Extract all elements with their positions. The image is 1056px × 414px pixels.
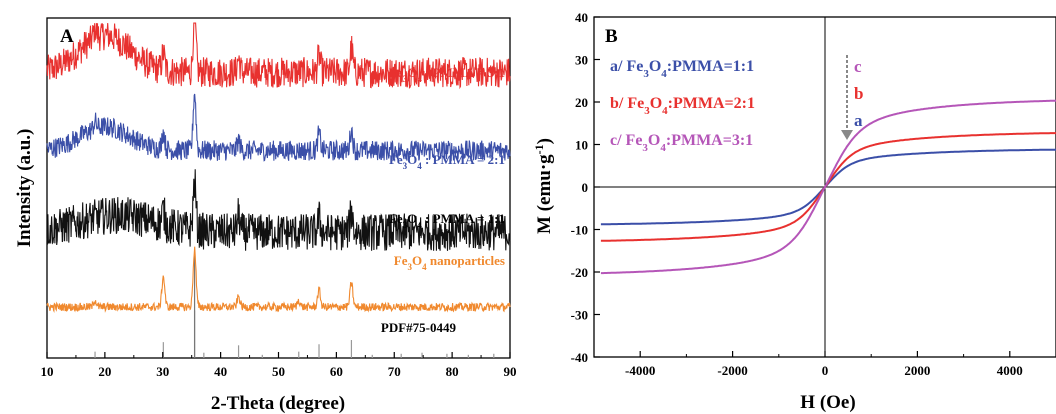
y-tick-label: 10 (575, 138, 588, 153)
x-tick-label: -2000 (717, 363, 747, 378)
reference-label: PDF#75-0449 (381, 320, 457, 335)
x-tick-label: 50 (272, 364, 285, 379)
trend-arrow: cba (841, 55, 863, 140)
panel-b-y-ticks: -40 -30 -20 -10 0 10 20 30 40 (571, 10, 600, 365)
curve-letter-b: b (854, 84, 863, 103)
panel-a-x-ticks: 10 20 30 40 50 60 70 80 90 (41, 352, 517, 379)
x-tick-label: 90 (504, 364, 517, 379)
x-tick-label: 30 (156, 364, 169, 379)
reference-pattern (94, 256, 495, 358)
x-tick-label: 10 (41, 364, 54, 379)
x-tick-label: -4000 (625, 363, 655, 378)
xrd-curves (46, 22, 511, 313)
x-tick-label: 4000 (997, 363, 1023, 378)
xrd-series-label: Fe3O4 : PMMA = 2:1 (389, 152, 505, 171)
panel-a-y-axis-title: Intensity (a.u.) (14, 129, 35, 248)
y-tick-label: 0 (582, 180, 589, 195)
panel-b-y-axis-title: M (emu·g-1) (532, 138, 555, 234)
y-tick-label: 20 (575, 95, 588, 110)
x-tick-label: 40 (214, 364, 227, 379)
trend-arrow-head (841, 130, 853, 140)
xrd-series-label: Fe3O4 : PMMA = 1:1 (389, 211, 505, 230)
y-tick-label: -40 (571, 350, 588, 365)
y-tick-label: 30 (575, 53, 588, 68)
panel-b-legend: a/ Fe3O4:PMMA=1:1 b/ Fe3O4:PMMA=2:1 c/ Fe3… (610, 58, 755, 154)
xrd-curve-3 (46, 169, 511, 251)
legend-entry: b/ Fe3O4:PMMA=2:1 (610, 95, 755, 117)
x-tick-label: 2000 (904, 363, 930, 378)
xrd-curve-1 (46, 22, 511, 90)
xrd-curve-4 (46, 246, 511, 313)
legend-entry: c/ Fe3O4:PMMA=3:1 (610, 132, 753, 154)
panel-b-magnetization: -40 -30 -20 -10 0 10 20 30 40 -4000 -2000 0 2000 400… (532, 10, 1056, 413)
panel-a-label: A (60, 26, 74, 47)
curve-letter-a: a (854, 111, 863, 130)
panel-b-x-ticks: -4000 -2000 0 2000 4000 (625, 351, 1023, 378)
xrd-curve-2 (46, 93, 511, 162)
x-tick-label: 20 (98, 364, 111, 379)
mh-curves (600, 99, 1056, 275)
legend-entry: a/ Fe3O4:PMMA=1:1 (610, 58, 754, 80)
y-tick-label: 40 (575, 10, 588, 25)
panel-b-label: B (605, 26, 618, 47)
y-tick-label: -20 (571, 265, 588, 280)
mh-curve-c (600, 99, 1056, 275)
panel-a-x-axis-title: 2-Theta (degree) (211, 393, 345, 414)
x-tick-label: 70 (388, 364, 401, 379)
y-tick-label: -10 (571, 223, 588, 238)
curve-letter-c: c (854, 57, 862, 76)
panel-b-x-axis-title: H (Oe) (800, 392, 855, 413)
xrd-series-label: Fe3O4 : PMMA = 3:1 (389, 65, 505, 84)
x-tick-label: 80 (446, 364, 459, 379)
y-tick-label: -30 (571, 308, 588, 323)
xrd-series-label: Fe3O4 nanoparticles (394, 253, 505, 272)
xrd-series-labels: Fe3O4 : PMMA = 3:1 Fe3O4 : PMMA = 2:1 Fe3O… (389, 65, 505, 272)
x-tick-label: 60 (330, 364, 343, 379)
x-tick-label: 0 (822, 363, 829, 378)
